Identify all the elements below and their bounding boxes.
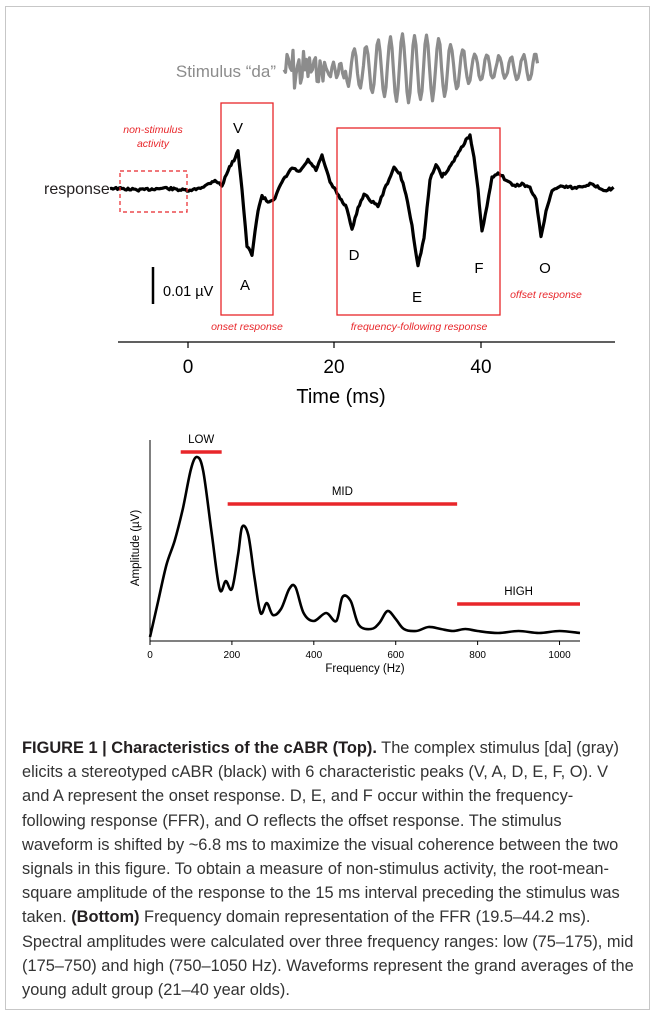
non-stimulus-box xyxy=(119,170,188,213)
top-panel: Stimulus “da” response non-stimulus acti… xyxy=(44,32,615,408)
peak-label-a: A xyxy=(240,277,250,294)
ffr-label: frequency-following response xyxy=(351,321,488,333)
caption-text-2: Frequency domain representation of the F… xyxy=(22,908,634,1000)
spectrum-y-title: Amplitude (µV) xyxy=(130,510,142,586)
stimulus-waveform xyxy=(282,32,540,105)
peak-label-v: V xyxy=(233,120,243,137)
response-waveform xyxy=(109,133,615,268)
onset-box xyxy=(220,102,274,316)
spectrum-x-tick-label-400: 400 xyxy=(305,650,322,661)
ffr-box xyxy=(336,127,501,316)
spectrum-series-line xyxy=(148,455,581,638)
offset-label: offset response xyxy=(510,289,582,301)
spectrum-x-tick-label-0: 0 xyxy=(147,650,153,661)
spectrum-x-tick-label-1000: 1000 xyxy=(548,650,571,661)
peak-label-o: O xyxy=(539,260,551,277)
time-tick-label-20: 20 xyxy=(323,357,344,378)
figure: Stimulus “da” response non-stimulus acti… xyxy=(44,32,615,675)
peak-label-d: D xyxy=(349,247,360,264)
caption-label: FIGURE 1 | Characteristics of the cABR (… xyxy=(22,739,377,757)
stimulus-label: Stimulus “da” xyxy=(176,62,276,81)
time-axis-title: Time (ms) xyxy=(296,386,385,408)
caption-bottom-label: (Bottom) xyxy=(71,908,140,927)
spectrum-x-title: Frequency (Hz) xyxy=(325,663,404,675)
non-stimulus-label-2: activity xyxy=(137,138,170,150)
figure-frame xyxy=(5,6,650,1010)
peak-label-f: F xyxy=(474,260,483,277)
band-label-high: HIGH xyxy=(504,586,533,598)
figure-caption: FIGURE 1 | Characteristics of the cABR (… xyxy=(22,736,634,1002)
response-label: response xyxy=(44,181,110,198)
spectrum-x-tick-label-800: 800 xyxy=(469,650,486,661)
spectrum-x-tick-label-600: 600 xyxy=(387,650,404,661)
onset-label: onset response xyxy=(211,321,283,333)
time-tick-label-40: 40 xyxy=(470,357,491,378)
spectrum-x-tick-label-200: 200 xyxy=(224,650,241,661)
peak-label-e: E xyxy=(412,289,422,306)
time-tick-label-0: 0 xyxy=(183,357,194,378)
scale-bar-label: 0.01 µV xyxy=(163,284,214,300)
non-stimulus-label-1: non-stimulus xyxy=(123,124,183,136)
spectrum-chart: Amplitude (µV) Frequency (Hz) 0 200 400 600… xyxy=(130,434,581,675)
band-label-low: LOW xyxy=(188,434,214,446)
band-label-mid: MID xyxy=(332,486,353,498)
caption-text-1: The complex stimulus [da] (gray) elicits… xyxy=(22,739,620,927)
